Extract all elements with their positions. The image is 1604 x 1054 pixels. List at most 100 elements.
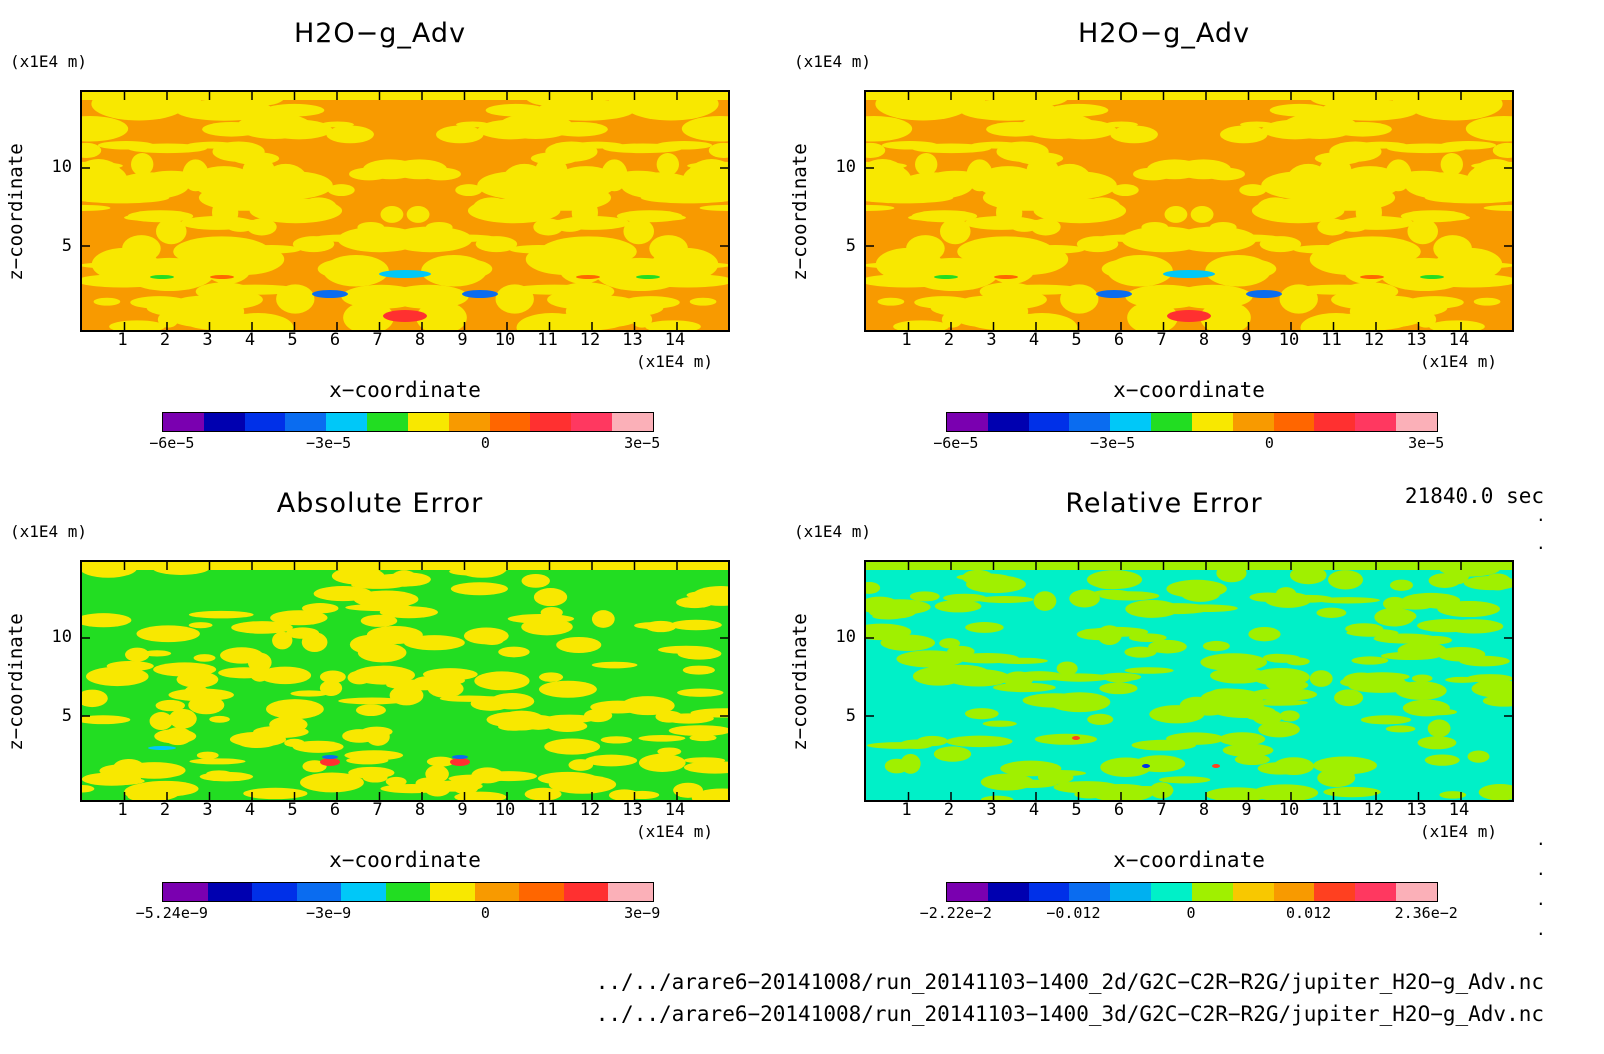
contour-blob xyxy=(1097,625,1122,645)
contour-blob xyxy=(82,204,111,211)
colorbar-swatch xyxy=(1314,413,1356,431)
colorbar-label: 0 xyxy=(1186,904,1196,922)
contour-blob xyxy=(686,590,728,600)
contour-blob xyxy=(1100,757,1152,777)
colorbar-swatch xyxy=(1028,883,1070,901)
x-tick-10: 10 xyxy=(494,800,516,820)
contour-blob xyxy=(651,247,719,281)
contour-blob xyxy=(299,197,338,221)
colorbar-swatch xyxy=(252,883,297,901)
colorbar-label: 0 xyxy=(480,434,490,452)
contour-blob xyxy=(670,619,722,631)
contour-feature xyxy=(452,755,468,759)
y-axis-label: z−coordinate xyxy=(789,613,811,751)
x-tick-11: 11 xyxy=(1321,330,1342,350)
contour-blob xyxy=(1048,673,1111,682)
contour-blob xyxy=(391,570,418,587)
contour-blob xyxy=(82,689,108,708)
top-band xyxy=(866,562,1512,570)
contour-blob xyxy=(933,746,972,762)
contour-blob xyxy=(1258,721,1300,738)
contour-feature xyxy=(1212,764,1220,768)
contour-blob xyxy=(1349,295,1431,328)
y-tick-5: 5 xyxy=(845,236,856,256)
contour-blob xyxy=(1164,205,1188,223)
contour-blob xyxy=(1463,575,1512,591)
contour-blob xyxy=(421,254,487,287)
contour-blob xyxy=(943,593,987,603)
contour-blob xyxy=(591,661,638,669)
contour-blob xyxy=(1315,597,1380,604)
contour-blob xyxy=(600,736,633,744)
contour-blob xyxy=(1264,592,1312,608)
colorbar-swatch xyxy=(1110,883,1152,901)
contour-blob xyxy=(533,588,568,607)
x-tick-2: 2 xyxy=(159,800,171,820)
colorbar-label: −5.24e−9 xyxy=(135,904,208,922)
contour-blob xyxy=(877,297,905,306)
contour-blob xyxy=(380,205,404,223)
contour-blob xyxy=(300,772,364,793)
colorbar-swatch xyxy=(608,883,654,901)
x-tick-8: 8 xyxy=(414,800,426,820)
colorbar-label: 0 xyxy=(480,904,490,922)
x-tick-4: 4 xyxy=(244,800,256,820)
x-unit-label: (x1E4 m) xyxy=(1420,822,1498,841)
contour-feature xyxy=(320,758,340,766)
colorbar-swatch xyxy=(367,413,408,431)
contour-blob xyxy=(99,764,143,778)
contour-blob xyxy=(866,115,913,142)
contour-blob xyxy=(1105,675,1133,683)
contour-blob xyxy=(1289,566,1327,585)
contour-blob xyxy=(689,734,717,742)
contour-plot xyxy=(80,560,730,802)
contour-blob xyxy=(520,184,612,211)
x-tick-12: 12 xyxy=(579,330,601,350)
contour-feature xyxy=(1163,270,1215,278)
colorbar-label: −6e−5 xyxy=(149,434,195,452)
dot-marker: . xyxy=(1536,534,1546,553)
contour-blob xyxy=(1133,167,1173,181)
contour-blob xyxy=(163,295,245,328)
colorbar-swatch xyxy=(1232,883,1274,901)
dot-marker: . xyxy=(1536,506,1546,525)
contour-feature xyxy=(150,275,174,279)
contour-blob xyxy=(343,301,394,330)
contour-blob xyxy=(1483,204,1512,211)
contour-blob xyxy=(1279,710,1300,722)
contour-blob xyxy=(1200,301,1251,330)
contour-blob xyxy=(1417,736,1457,750)
x-tick-9: 9 xyxy=(457,800,468,820)
contour-blob xyxy=(1190,205,1214,223)
contour-blob xyxy=(866,161,907,170)
contour-blob xyxy=(1478,783,1512,800)
contour-blob xyxy=(699,204,728,211)
x-tick-13: 13 xyxy=(622,800,643,820)
contour-blob xyxy=(193,654,216,662)
contour-blob xyxy=(668,725,728,737)
x-unit-label: (x1E4 m) xyxy=(636,822,714,841)
colorbar-swatch xyxy=(1232,413,1274,431)
contour-blob xyxy=(1435,247,1503,281)
contour-blob xyxy=(106,660,154,672)
contour-blob xyxy=(691,788,728,800)
contour-blob xyxy=(1087,713,1114,725)
contour-blob xyxy=(270,610,328,626)
contour-blob xyxy=(1339,293,1395,302)
contour-blob xyxy=(1069,589,1100,608)
contour-blob xyxy=(189,758,246,765)
contour-blob xyxy=(507,614,575,624)
x-tick-6: 6 xyxy=(329,800,341,820)
x-tick-2: 2 xyxy=(159,330,171,350)
contour-blob xyxy=(1386,143,1467,154)
contour-blob xyxy=(689,297,717,306)
contour-blob xyxy=(1323,236,1421,267)
contour-blob xyxy=(932,170,979,182)
contour-blob xyxy=(82,161,123,170)
contour-blob xyxy=(880,634,936,651)
contour-feature xyxy=(1246,290,1282,298)
colorbar-swatch xyxy=(947,883,988,901)
contour-blob xyxy=(909,591,940,602)
colorbar-label: 0.012 xyxy=(1286,904,1332,922)
contour-blob xyxy=(1471,161,1512,170)
